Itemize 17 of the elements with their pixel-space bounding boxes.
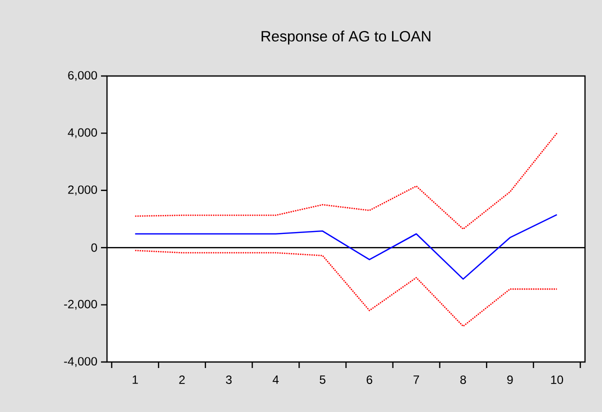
x-tick-label: 6 [366, 376, 372, 384]
y-tick-label: -4,000 [64, 357, 98, 367]
y-tick-label: 6,000 [68, 71, 98, 81]
x-tick-label: 3 [226, 376, 232, 384]
x-tick-label: 7 [414, 376, 420, 384]
x-tick-label: 8 [460, 376, 466, 384]
x-tick-label: 2 [179, 376, 185, 384]
x-tick-label: 4 [272, 376, 279, 384]
chart-title: Response of AG to LOAN [262, 30, 430, 44]
x-tick-label: 10 [551, 376, 564, 384]
x-tick-label: 1 [132, 376, 138, 384]
x-tick-label: 9 [507, 376, 513, 384]
y-tick-label: 4,000 [68, 128, 98, 138]
x-tick-label: 5 [320, 376, 326, 384]
y-tick-label: 2,000 [68, 185, 98, 196]
y-tick-label: 0 [91, 243, 98, 252]
y-tick-label: -2,000 [64, 300, 98, 310]
